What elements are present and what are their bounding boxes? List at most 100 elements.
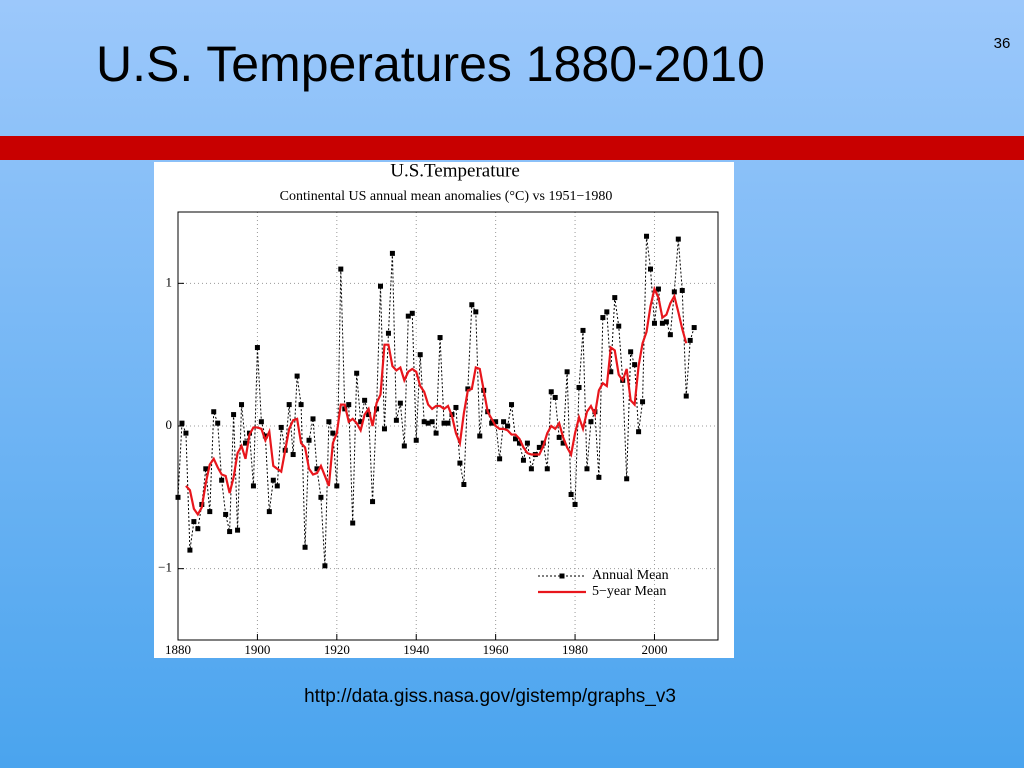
legend-label: Annual Mean — [592, 568, 669, 583]
y-tick-label: 1 — [166, 274, 173, 289]
chart-subtitle: Continental US annual mean anomalies (°C… — [280, 189, 613, 204]
data-point — [239, 402, 245, 408]
x-tick-label: 1920 — [324, 642, 350, 657]
data-point — [326, 419, 332, 425]
data-point — [675, 236, 681, 242]
data-point — [306, 437, 312, 443]
x-tick-label: 1940 — [403, 642, 429, 657]
data-point — [612, 295, 618, 301]
data-point — [183, 430, 189, 436]
data-point — [628, 349, 634, 355]
data-point — [509, 402, 515, 408]
data-point — [405, 313, 411, 319]
data-point — [338, 266, 344, 272]
plot: −1 0 1 1880 1900 1920 1940 1960 1980 2000 Annual M… — [158, 211, 719, 657]
data-point — [632, 362, 638, 368]
data-point — [187, 547, 193, 553]
data-point — [691, 325, 697, 331]
page-number: 36 — [994, 35, 1011, 52]
x-tick-label: 1980 — [562, 642, 588, 657]
data-point — [457, 460, 463, 466]
y-tick-label: −1 — [158, 560, 172, 575]
data-point — [489, 420, 495, 426]
data-point — [576, 384, 582, 390]
data-point — [195, 526, 201, 532]
data-point — [679, 287, 685, 293]
data-point — [413, 437, 419, 443]
data-point — [258, 419, 264, 425]
data-point — [505, 423, 511, 429]
data-point — [528, 466, 534, 472]
plot-frame — [177, 211, 719, 641]
data-point — [469, 302, 475, 308]
data-point — [572, 501, 578, 507]
data-point — [584, 466, 590, 472]
source-url: http://data.giss.nasa.gov/gistemp/graphs… — [304, 686, 676, 707]
data-point — [544, 466, 550, 472]
data-point — [219, 477, 225, 483]
data-point — [366, 412, 372, 418]
data-point — [235, 527, 241, 533]
data-point — [330, 430, 336, 436]
data-point — [334, 483, 340, 489]
y-tick-label: 0 — [166, 417, 173, 432]
chart-title: U.S.Temperature — [390, 160, 520, 181]
red-band — [0, 136, 1024, 160]
data-point — [580, 327, 586, 333]
data-point — [461, 481, 467, 487]
data-point — [231, 412, 237, 418]
data-point — [250, 483, 256, 489]
data-point — [516, 440, 522, 446]
x-tick-label: 1880 — [165, 642, 191, 657]
data-point — [409, 310, 415, 316]
data-point — [429, 419, 435, 425]
data-point — [501, 419, 507, 425]
data-point — [298, 402, 304, 408]
data-point — [513, 436, 518, 442]
data-point — [318, 494, 324, 500]
data-point — [683, 393, 689, 399]
data-point — [254, 345, 260, 351]
data-point — [322, 563, 328, 569]
data-point — [493, 419, 499, 425]
data-point — [453, 404, 459, 410]
data-point — [211, 409, 217, 415]
data-point — [465, 386, 471, 392]
data-point — [191, 519, 197, 525]
x-tick-label: 1960 — [483, 642, 509, 657]
data-point — [294, 373, 300, 379]
data-point — [378, 283, 383, 289]
slide-title: U.S. Temperatures 1880-2010 — [96, 36, 765, 92]
x-tick-label: 2000 — [641, 642, 667, 657]
legend-label: 5−year Mean — [592, 584, 666, 599]
data-point — [381, 426, 387, 432]
data-point — [314, 466, 320, 472]
data-point — [346, 402, 352, 408]
data-point — [266, 509, 272, 515]
data-point — [477, 433, 483, 439]
data-point — [655, 286, 661, 292]
data-point — [564, 369, 570, 375]
data-point — [596, 474, 602, 480]
data-point — [401, 443, 407, 449]
data-point — [270, 477, 276, 483]
data-point — [663, 319, 669, 325]
data-point — [548, 389, 554, 395]
data-point — [552, 394, 558, 400]
data-point — [358, 419, 364, 425]
data-point — [667, 332, 673, 338]
data-point — [640, 399, 646, 405]
data-point — [417, 352, 423, 358]
data-point — [616, 323, 622, 329]
data-point — [524, 440, 530, 446]
data-point — [286, 402, 292, 408]
data-point — [385, 330, 391, 336]
data-point — [608, 369, 614, 375]
data-point — [302, 544, 308, 550]
data-point — [179, 420, 185, 426]
data-point — [350, 520, 356, 526]
data-point — [362, 397, 368, 403]
data-point — [644, 233, 650, 239]
data-point — [560, 440, 566, 446]
